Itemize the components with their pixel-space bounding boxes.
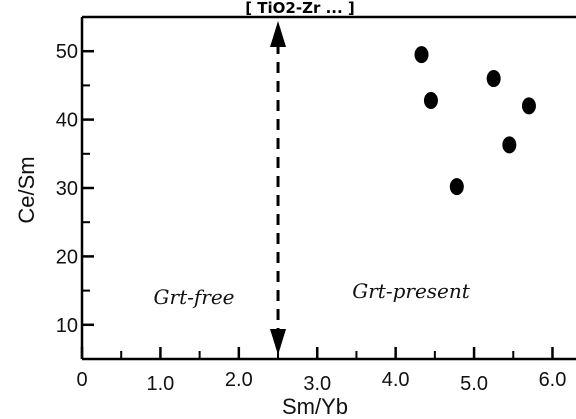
data-point (502, 136, 517, 154)
grt-free-label: Grt-free (154, 285, 235, 309)
x-tick-label-4: 4.0 (382, 369, 410, 391)
y-tick-label-20: 20 (56, 246, 78, 268)
x-tick-label-6: 6.0 (539, 369, 567, 391)
grt-present-label: Grt-present (352, 279, 471, 303)
header-text: [ TiO2-Zr ... ] (245, 0, 355, 17)
data-point (449, 178, 464, 196)
y-tick-label-50: 50 (56, 41, 78, 63)
x-tick-label-1: 1.0 (147, 373, 175, 395)
x-tick-labels: 0 1.0 2.0 3.0 4.0 5.0 6.0 (76, 369, 566, 395)
x-tick-label-0: 0 (76, 369, 87, 391)
x-ticks (80, 347, 554, 359)
data-points (414, 46, 536, 196)
data-point (423, 91, 438, 109)
y-tick-label-40: 40 (56, 110, 78, 132)
divider-arrow (270, 21, 287, 355)
arrow-up-icon (270, 21, 287, 47)
x-tick-label-3: 3.0 (303, 373, 331, 395)
arrow-down-icon (270, 329, 287, 355)
x-tick-label-2: 2.0 (225, 369, 253, 391)
y-tick-label-30: 30 (56, 178, 78, 200)
y-tick-labels: 10 20 30 40 50 (56, 41, 78, 337)
data-point (486, 70, 501, 88)
y-ticks (82, 49, 94, 327)
y-tick-label-10: 10 (56, 315, 78, 337)
data-point (521, 97, 536, 115)
x-axis-title: Sm/Yb (282, 394, 348, 419)
y-axis-title: Ce/Sm (14, 156, 39, 223)
data-point (414, 46, 429, 64)
x-tick-label-5: 5.0 (460, 373, 488, 395)
